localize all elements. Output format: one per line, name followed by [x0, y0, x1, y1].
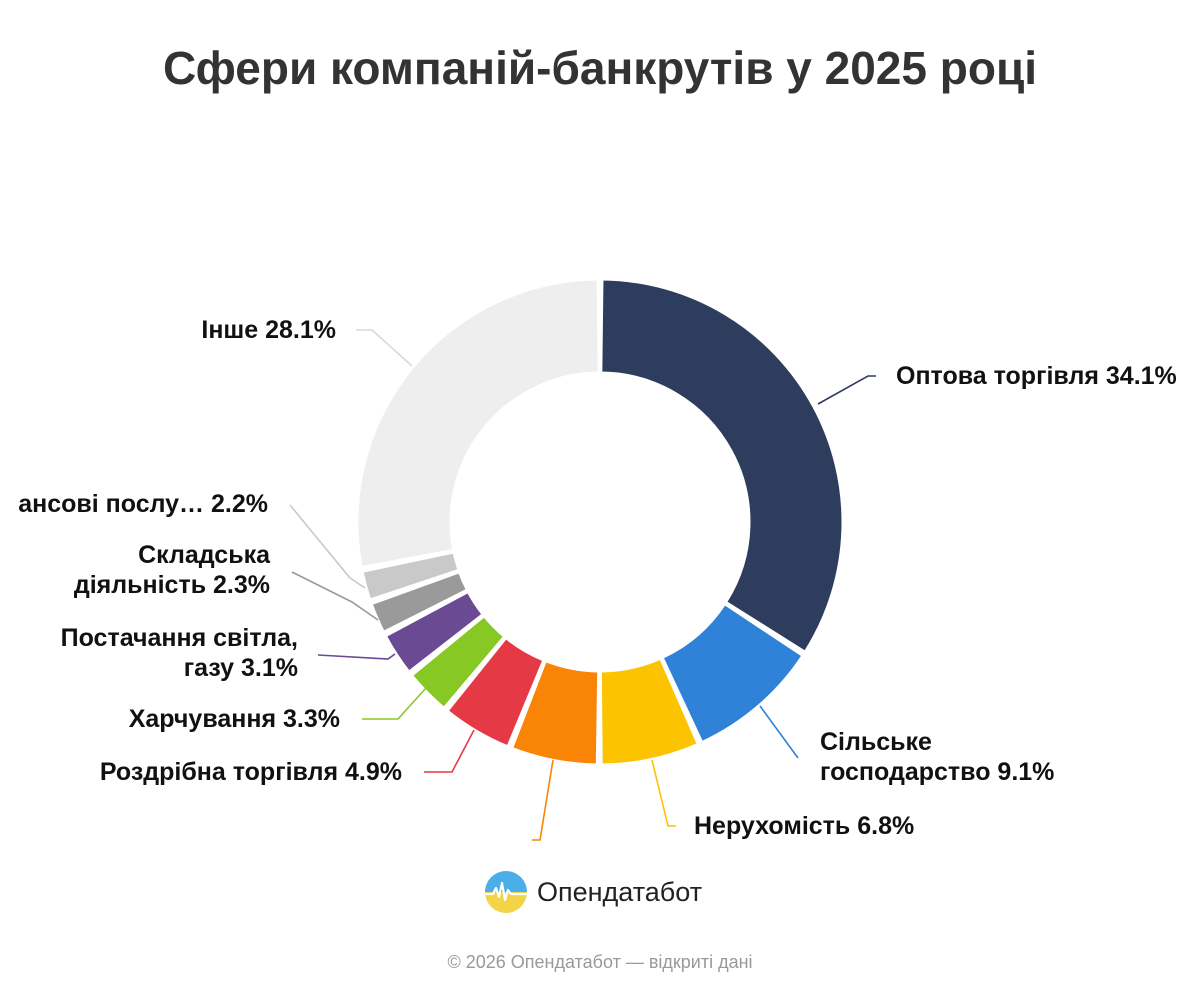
slice-label-нерухомість: Нерухомість 6.8%	[694, 812, 914, 840]
slice-інше[interactable]	[357, 279, 599, 567]
leader-line-сільське-господарство	[759, 705, 799, 759]
slice-label-складська-діяльність: Складська діяльність 2.3%	[74, 541, 271, 599]
leader-line-харчування	[362, 687, 427, 720]
footer-copyright: © 2026 Опендатабот — відкриті дані	[447, 952, 753, 972]
slice-складська-діяльність[interactable]	[371, 572, 467, 632]
slice-label-постачання-світла-газу: Постачання світла, газу 3.1%	[61, 624, 298, 682]
slice-label-інше: Інше 28.1%	[201, 316, 336, 344]
leader-line-нерухомість	[651, 759, 676, 827]
slice-label-оптова-торгівля: Оптова торгівля 34.1%	[896, 362, 1177, 390]
slice-ансові-послу[interactable]	[362, 552, 459, 600]
slice-нерухомість[interactable]	[600, 658, 698, 765]
slice-label-ансові-послу: ансові послу… 2.2%	[18, 490, 268, 518]
leader-line-складська-діяльність	[291, 571, 379, 621]
leader-line-інше	[356, 329, 413, 367]
slice-постачання-світла-газу[interactable]	[386, 592, 483, 672]
leader-line-ансові-послу	[289, 504, 366, 589]
leader-line-роздрібна-торгівля	[424, 729, 475, 773]
slice-сільське-господарство[interactable]	[662, 604, 803, 742]
leader-line-unlabeled-3	[532, 759, 554, 841]
slice-label-сільське-господарство: Сільське господарство 9.1%	[820, 728, 1054, 786]
opendatabot-logo-icon	[485, 871, 527, 913]
chart-title: Сфери компаній-банкрутів у 2025 році	[163, 42, 1037, 94]
brand-name: Опендатабот	[537, 876, 703, 907]
leader-line-оптова-торгівля	[817, 375, 876, 405]
slice-unlabeled-3[interactable]	[512, 661, 599, 765]
slice-харчування[interactable]	[412, 616, 504, 708]
brand: Опендатабот	[484, 870, 702, 914]
slice-label-харчування: Харчування 3.3%	[129, 705, 340, 733]
slice-label-роздрібна-торгівля: Роздрібна торгівля 4.9%	[100, 758, 402, 786]
slice-оптова-торгівля[interactable]	[601, 279, 843, 652]
slice-роздрібна-торгівля[interactable]	[447, 638, 544, 747]
leader-line-постачання-світла-газу	[317, 653, 396, 660]
